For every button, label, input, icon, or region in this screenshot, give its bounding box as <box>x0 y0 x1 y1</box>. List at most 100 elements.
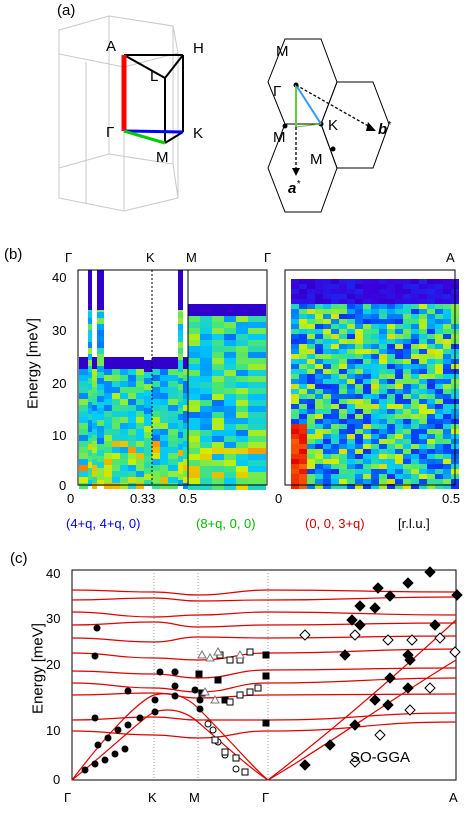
intensity-cell <box>355 444 363 449</box>
intensity-cell <box>188 358 200 364</box>
intensity-cell <box>411 474 419 479</box>
intensity-cell <box>188 478 200 484</box>
intensity-cell <box>387 424 395 429</box>
intensity-cell <box>403 384 411 389</box>
data-point <box>210 694 220 704</box>
intensity-cell <box>443 429 451 434</box>
intensity-cell <box>355 459 363 464</box>
intensity-cell <box>363 429 371 434</box>
intensity-cell <box>200 484 212 490</box>
intensity-cell <box>371 339 379 344</box>
intensity-cell <box>200 334 212 340</box>
intensity-cell <box>97 480 104 486</box>
intensity-cell <box>160 393 168 399</box>
intensity-cell <box>403 334 411 339</box>
panel-c-xtick-A: A <box>449 790 458 805</box>
intensity-cell <box>128 477 136 483</box>
intensity-cell <box>347 474 355 479</box>
intensity-cell <box>427 324 435 329</box>
intensity-cell <box>291 434 299 439</box>
intensity-cell <box>248 334 266 340</box>
intensity-cell <box>395 429 403 434</box>
panel-b-top-K: K <box>146 250 155 265</box>
intensity-cell <box>371 289 379 294</box>
intensity-cell <box>188 436 200 442</box>
bz3d-label-H: H <box>193 40 204 57</box>
intensity-cell <box>443 349 451 354</box>
intensity-cell <box>92 405 97 411</box>
intensity-cell <box>411 324 419 329</box>
intensity-cell <box>387 374 395 379</box>
intensity-cell <box>315 324 323 329</box>
intensity-cell <box>112 369 120 375</box>
intensity-cell <box>144 366 152 372</box>
intensity-cell <box>323 424 331 429</box>
intensity-cell <box>188 346 200 352</box>
intensity-cell <box>355 449 363 454</box>
bz2d-label-M-low: M <box>310 151 323 168</box>
intensity-cell <box>443 374 451 379</box>
intensity-cell <box>331 349 339 354</box>
intensity-cell <box>248 484 266 490</box>
intensity-cell <box>152 441 160 447</box>
intensity-cell <box>248 316 266 322</box>
intensity-cell <box>152 465 160 471</box>
intensity-cell <box>395 424 403 429</box>
data-point <box>406 634 418 646</box>
intensity-cell <box>79 459 88 465</box>
intensity-cell <box>331 449 339 454</box>
intensity-cell <box>387 289 395 294</box>
intensity-cell <box>315 469 323 474</box>
intensity-cell <box>212 472 224 478</box>
data-point <box>374 729 386 741</box>
intensity-cell <box>387 444 395 449</box>
intensity-cell <box>183 375 188 381</box>
intensity-cell <box>363 399 371 404</box>
intensity-cell <box>112 363 120 369</box>
intensity-cell <box>160 459 168 465</box>
intensity-cell <box>200 394 212 400</box>
intensity-cell <box>379 414 387 419</box>
intensity-cell <box>97 270 104 310</box>
intensity-cell <box>395 484 403 489</box>
intensity-cell <box>387 339 395 344</box>
intensity-cell <box>188 394 200 400</box>
intensity-cell <box>152 477 160 483</box>
intensity-cell <box>395 299 403 304</box>
intensity-cell <box>331 324 339 329</box>
intensity-cell <box>104 465 112 471</box>
intensity-cell <box>212 352 224 358</box>
intensity-cell <box>323 379 331 384</box>
intensity-cell <box>419 394 427 399</box>
intensity-cell <box>363 284 371 289</box>
intensity-cell <box>236 484 248 490</box>
intensity-cell <box>152 459 160 465</box>
intensity-cell <box>419 374 427 379</box>
intensity-cell <box>323 404 331 409</box>
intensity-cell <box>371 349 379 354</box>
intensity-cell <box>411 399 419 404</box>
intensity-cell <box>387 394 395 399</box>
intensity-cell <box>224 394 236 400</box>
intensity-cell <box>104 453 112 459</box>
intensity-cell <box>403 409 411 414</box>
data-point <box>451 589 463 601</box>
intensity-cell <box>291 319 299 324</box>
intensity-cell <box>299 464 307 469</box>
intensity-cell <box>236 328 248 334</box>
intensity-cell <box>331 409 339 414</box>
data-point <box>91 652 99 660</box>
intensity-cell <box>299 419 307 424</box>
intensity-cell <box>435 279 443 284</box>
intensity-cell <box>339 284 347 289</box>
intensity-cell <box>178 324 183 330</box>
intensity-cell <box>104 399 112 405</box>
intensity-cell <box>200 352 212 358</box>
intensity-cell <box>299 474 307 479</box>
intensity-cell <box>88 444 92 450</box>
intensity-cell <box>200 382 212 388</box>
intensity-cell <box>92 375 97 381</box>
intensity-cell <box>92 387 97 393</box>
intensity-cell <box>371 399 379 404</box>
intensity-cell <box>363 369 371 374</box>
